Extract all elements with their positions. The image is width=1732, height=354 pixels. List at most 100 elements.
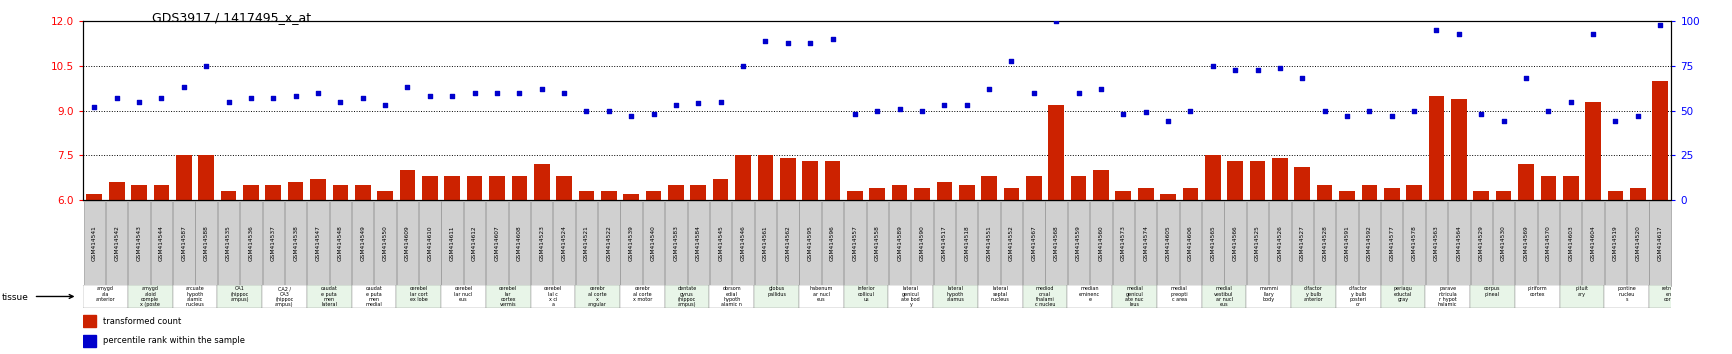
Point (393, 85, 421, 90)
Bar (378, 191, 393, 200)
Point (1444, 31, 1472, 36)
FancyBboxPatch shape (352, 285, 397, 308)
Text: GSM414592: GSM414592 (1367, 225, 1372, 261)
Text: GSM414520: GSM414520 (1635, 225, 1640, 261)
FancyBboxPatch shape (1022, 285, 1067, 308)
Bar (333, 185, 348, 200)
FancyBboxPatch shape (464, 201, 485, 286)
Bar (892, 185, 908, 200)
Point (327, 99, 355, 104)
Text: caudat
e puta
men
lateral: caudat e puta men lateral (320, 286, 338, 307)
Text: GSM414611: GSM414611 (450, 225, 456, 261)
Text: median
eminenc
e: median eminenc e (1079, 286, 1100, 302)
FancyBboxPatch shape (1134, 201, 1157, 286)
Text: percentile rank within the sample: percentile rank within the sample (102, 336, 244, 345)
Bar (1115, 191, 1131, 200)
FancyBboxPatch shape (1112, 201, 1134, 286)
Bar (1630, 188, 1645, 200)
Text: GSM414577: GSM414577 (1389, 225, 1394, 261)
Text: GSM414561: GSM414561 (762, 225, 767, 261)
Text: dorsom
edial
hypoth
alamic n: dorsom edial hypoth alamic n (722, 286, 743, 307)
Bar (310, 179, 326, 200)
Text: periaqu
eductal
gray: periaqu eductal gray (1394, 286, 1412, 302)
FancyBboxPatch shape (218, 201, 239, 286)
FancyBboxPatch shape (83, 285, 128, 308)
Bar (87, 194, 102, 200)
Text: GSM414607: GSM414607 (494, 225, 499, 261)
Text: GSM414612: GSM414612 (473, 225, 476, 261)
Point (1110, 112, 1138, 117)
Text: GSM414608: GSM414608 (516, 225, 521, 261)
Text: cerebel
lar cort
ex lobe: cerebel lar cort ex lobe (410, 286, 428, 302)
Point (1020, 90, 1048, 96)
Text: CA1
(hippoc
ampus): CA1 (hippoc ampus) (230, 286, 249, 302)
Text: GSM414558: GSM414558 (875, 225, 880, 261)
FancyBboxPatch shape (1626, 201, 1649, 286)
Text: GSM414587: GSM414587 (182, 225, 187, 261)
FancyBboxPatch shape (1247, 285, 1290, 308)
FancyBboxPatch shape (1606, 201, 1626, 286)
Point (975, 86, 1003, 92)
Text: cerebr
al corte
x motor: cerebr al corte x motor (632, 286, 651, 302)
Point (1535, 108, 1562, 113)
Bar (1451, 99, 1467, 200)
Bar (1339, 191, 1354, 200)
Point (1647, 22, 1675, 28)
Point (371, 102, 398, 108)
Point (1490, 119, 1517, 124)
FancyBboxPatch shape (1583, 201, 1604, 286)
Text: GSM414596: GSM414596 (830, 225, 835, 261)
Text: amygd
aloid
comple
x (poste: amygd aloid comple x (poste (140, 286, 159, 307)
FancyBboxPatch shape (710, 201, 731, 286)
FancyBboxPatch shape (755, 201, 776, 286)
Bar (242, 185, 258, 200)
Bar (488, 176, 504, 200)
FancyBboxPatch shape (620, 201, 643, 286)
Bar (1251, 161, 1266, 200)
Text: tissue: tissue (2, 293, 29, 302)
Text: GSM414522: GSM414522 (606, 225, 611, 261)
Point (1334, 113, 1361, 119)
FancyBboxPatch shape (1649, 201, 1671, 286)
Text: GSM414542: GSM414542 (114, 225, 120, 261)
Point (1221, 67, 1249, 72)
FancyBboxPatch shape (1001, 201, 1022, 286)
FancyBboxPatch shape (532, 201, 553, 286)
Text: GSM414606: GSM414606 (1188, 225, 1193, 261)
Text: GSM414617: GSM414617 (1658, 225, 1663, 261)
Text: GSM414552: GSM414552 (1010, 225, 1013, 261)
Text: GSM414569: GSM414569 (1524, 225, 1528, 261)
Bar (1519, 164, 1535, 200)
Point (305, 90, 333, 96)
Point (237, 95, 265, 101)
Point (1176, 108, 1204, 113)
FancyBboxPatch shape (1425, 201, 1448, 286)
Text: GSM414530: GSM414530 (1502, 225, 1507, 261)
Bar (1048, 105, 1063, 200)
FancyBboxPatch shape (128, 201, 149, 286)
Text: GSM414517: GSM414517 (942, 225, 947, 261)
FancyBboxPatch shape (934, 285, 979, 308)
Point (260, 95, 288, 101)
FancyBboxPatch shape (307, 285, 352, 308)
Text: GSM414573: GSM414573 (1121, 225, 1126, 261)
Text: corpus
pineal: corpus pineal (1484, 286, 1500, 297)
FancyBboxPatch shape (1604, 285, 1649, 308)
Text: GSM414523: GSM414523 (539, 225, 544, 261)
FancyBboxPatch shape (442, 201, 462, 286)
Bar (578, 191, 594, 200)
FancyBboxPatch shape (173, 201, 194, 286)
Point (908, 108, 935, 113)
FancyBboxPatch shape (1425, 285, 1470, 308)
Bar (691, 185, 707, 200)
Point (125, 99, 152, 104)
FancyBboxPatch shape (1516, 285, 1559, 308)
Text: GSM414563: GSM414563 (1434, 225, 1439, 261)
Text: GSM414605: GSM414605 (1166, 225, 1171, 261)
FancyBboxPatch shape (485, 285, 530, 308)
FancyBboxPatch shape (553, 201, 575, 286)
Text: CA2 /
CA3
(hippoc
ampus): CA2 / CA3 (hippoc ampus) (275, 286, 294, 307)
FancyBboxPatch shape (83, 201, 106, 286)
Text: GSM414547: GSM414547 (315, 225, 320, 261)
Bar (982, 176, 998, 200)
